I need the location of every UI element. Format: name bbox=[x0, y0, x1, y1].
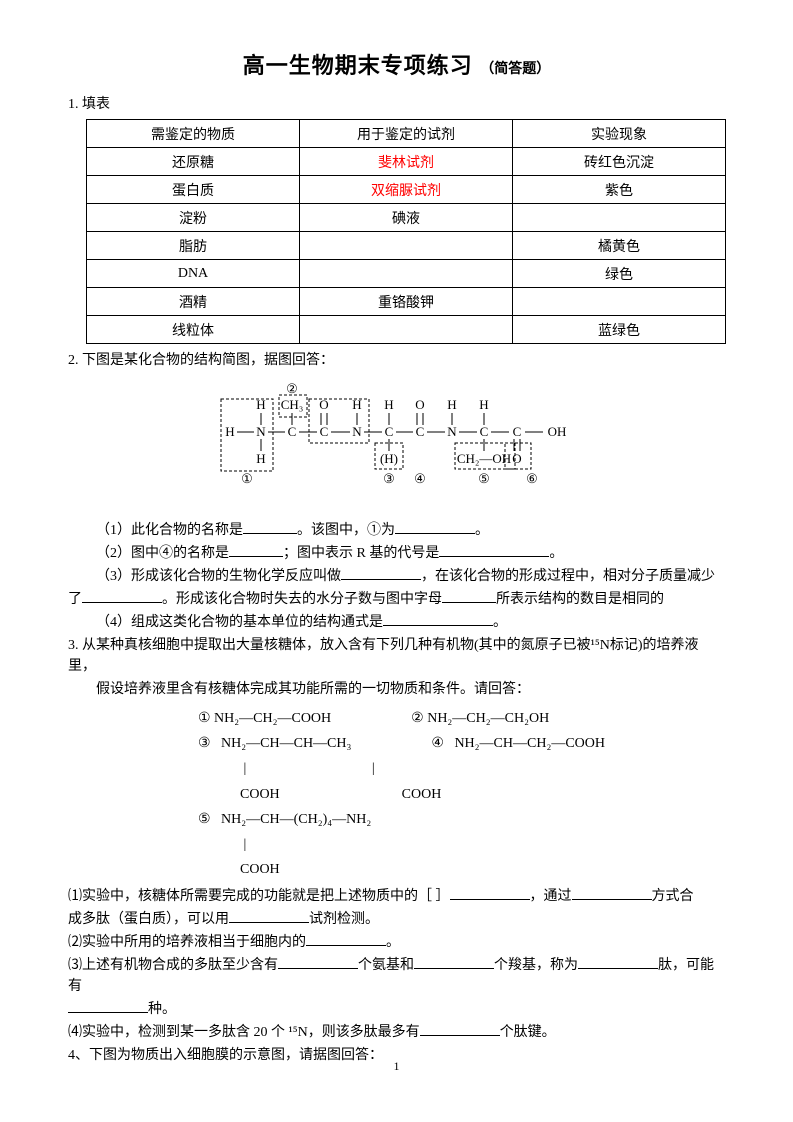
amino-acid-list: ① NH₂—CH₂—COOH② NH₂—CH₂—CH₂OH ③ NH₂—CH—C… bbox=[68, 706, 725, 882]
table-header: 需鉴定的物质 bbox=[87, 120, 300, 148]
q3-2: ⑵实验中所用的培养液相当于细胞内的。 bbox=[68, 932, 725, 953]
table-cell: 双缩脲试剂 bbox=[300, 176, 513, 204]
table-cell: 蓝绿色 bbox=[513, 316, 726, 344]
table-cell bbox=[513, 288, 726, 316]
svg-text:C: C bbox=[384, 424, 393, 439]
svg-text:N: N bbox=[256, 424, 266, 439]
table-cell bbox=[513, 204, 726, 232]
page-title-sub: （简答题） bbox=[480, 60, 550, 76]
q3-4: ⑷实验中，检测到某一多肽含 20 个 ¹⁵N，则该多肽最多有个肽键。 bbox=[68, 1022, 725, 1043]
q3-3b: 种。 bbox=[68, 999, 725, 1020]
table-cell: DNA bbox=[87, 260, 300, 288]
q1-label: 1. 填表 bbox=[68, 94, 725, 115]
svg-text:H: H bbox=[256, 451, 265, 466]
q3-3a: ⑶上述有机物合成的多肽至少含有个氨基和个羧基，称为肽，可能有 bbox=[68, 955, 725, 997]
table-cell: 淀粉 bbox=[87, 204, 300, 232]
q3-line2: 假设培养液里含有核糖体完成其功能所需的一切物质和条件。请回答： bbox=[68, 679, 725, 700]
q2-4: （4）组成这类化合物的基本单位的结构通式是。 bbox=[68, 612, 725, 633]
svg-text:H: H bbox=[479, 397, 488, 412]
svg-text:①: ① bbox=[241, 471, 253, 486]
svg-text:H: H bbox=[225, 424, 234, 439]
table-cell: 重铬酸钾 bbox=[300, 288, 513, 316]
svg-text:H: H bbox=[447, 397, 456, 412]
peptide-diagram: H CH₃ O H H O H H H N C C bbox=[68, 381, 725, 506]
q3-1b: 成多肽（蛋白质），可以用试剂检测。 bbox=[68, 909, 725, 930]
svg-text:(H): (H) bbox=[379, 451, 397, 466]
table-cell: 斐林试剂 bbox=[300, 148, 513, 176]
svg-text:CH₃: CH₃ bbox=[280, 397, 303, 412]
q2-2: （2）图中④的名称是；图中表示 R 基的代号是。 bbox=[68, 543, 725, 564]
q2-3a: （3）形成该化合物的生物化学反应叫做，在该化合物的形成过程中，相对分子质量减少 bbox=[68, 566, 725, 587]
q2-3b: 了。形成该化合物时失去的水分子数与图中字母所表示结构的数目是相同的 bbox=[68, 589, 725, 610]
svg-text:C: C bbox=[319, 424, 328, 439]
svg-text:H: H bbox=[384, 397, 393, 412]
table-cell bbox=[300, 260, 513, 288]
q3-line1: 3. 从某种真核细胞中提取出大量核糖体，放入含有下列几种有机物(其中的氮原子已被… bbox=[68, 635, 725, 677]
table-cell: 线粒体 bbox=[87, 316, 300, 344]
svg-text:③: ③ bbox=[383, 471, 395, 486]
svg-text:②: ② bbox=[286, 381, 298, 396]
table-cell: 绿色 bbox=[513, 260, 726, 288]
table-cell: 脂肪 bbox=[87, 232, 300, 260]
svg-text:C: C bbox=[287, 424, 296, 439]
q3-1a: ⑴实验中，核糖体所需要完成的功能就是把上述物质中的［ ］，通过方式合 bbox=[68, 886, 725, 907]
table-cell: 橘黄色 bbox=[513, 232, 726, 260]
q2-label: 2. 下图是某化合物的结构简图，据图回答： bbox=[68, 350, 725, 371]
table-cell: 酒精 bbox=[87, 288, 300, 316]
svg-text:⑥: ⑥ bbox=[526, 471, 538, 486]
svg-text:⑤: ⑤ bbox=[478, 471, 490, 486]
svg-text:CH₂—OH: CH₂—OH bbox=[456, 451, 510, 466]
table-cell: 砖红色沉淀 bbox=[513, 148, 726, 176]
svg-text:C: C bbox=[415, 424, 424, 439]
svg-text:C: C bbox=[479, 424, 488, 439]
page-number: 1 bbox=[0, 1059, 793, 1074]
table-cell bbox=[300, 316, 513, 344]
svg-text:④: ④ bbox=[414, 471, 426, 486]
page-title-main: 高一生物期末专项练习 bbox=[243, 53, 473, 78]
table-header: 实验现象 bbox=[513, 120, 726, 148]
table-header: 用于鉴定的试剂 bbox=[300, 120, 513, 148]
svg-text:N: N bbox=[352, 424, 362, 439]
svg-text:O: O bbox=[415, 397, 424, 412]
q2-1: （1）此化合物的名称是。该图中，①为。 bbox=[68, 520, 725, 541]
svg-text:N: N bbox=[447, 424, 457, 439]
identification-table: 需鉴定的物质 用于鉴定的试剂 实验现象 还原糖 斐林试剂 砖红色沉淀 蛋白质 双… bbox=[86, 119, 726, 344]
svg-text:O: O bbox=[512, 451, 521, 466]
table-cell: 蛋白质 bbox=[87, 176, 300, 204]
table-cell: 还原糖 bbox=[87, 148, 300, 176]
table-cell: 碘液 bbox=[300, 204, 513, 232]
table-cell bbox=[300, 232, 513, 260]
svg-text:OH: OH bbox=[547, 424, 566, 439]
svg-text:C: C bbox=[512, 424, 521, 439]
table-cell: 紫色 bbox=[513, 176, 726, 204]
